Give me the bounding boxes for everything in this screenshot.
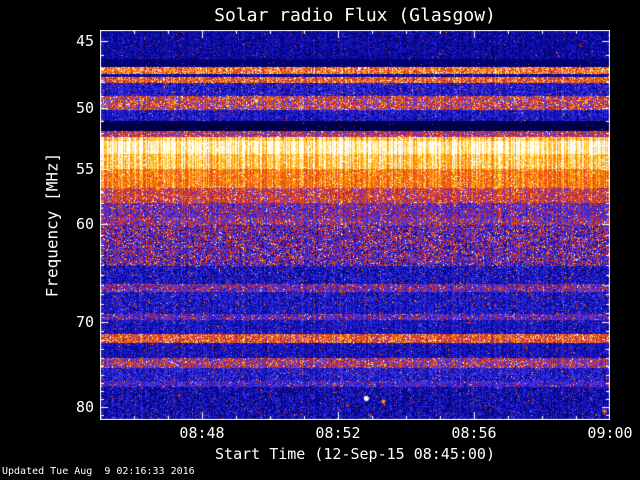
y-tick-label: 80: [75, 398, 94, 417]
x-tick-label: 08:52: [315, 424, 361, 442]
chart-title: Solar radio Flux (Glasgow): [214, 5, 496, 26]
y-tick-label: 55: [75, 159, 94, 178]
y-tick-label: 70: [75, 313, 94, 332]
x-tick-label: 08:48: [179, 424, 225, 442]
update-timestamp: Updated Tue Aug 9 02:16:33 2016: [2, 466, 195, 477]
x-tick-label: 09:00: [587, 424, 633, 442]
y-tick-label: 60: [75, 215, 94, 234]
x-tick-label: 08:56: [451, 424, 497, 442]
spectrogram-canvas: [100, 30, 610, 420]
y-tick-label: 50: [75, 99, 94, 118]
y-tick-label: 45: [75, 32, 94, 51]
x-axis-title: Start Time (12-Sep-15 08:45:00): [215, 445, 495, 463]
